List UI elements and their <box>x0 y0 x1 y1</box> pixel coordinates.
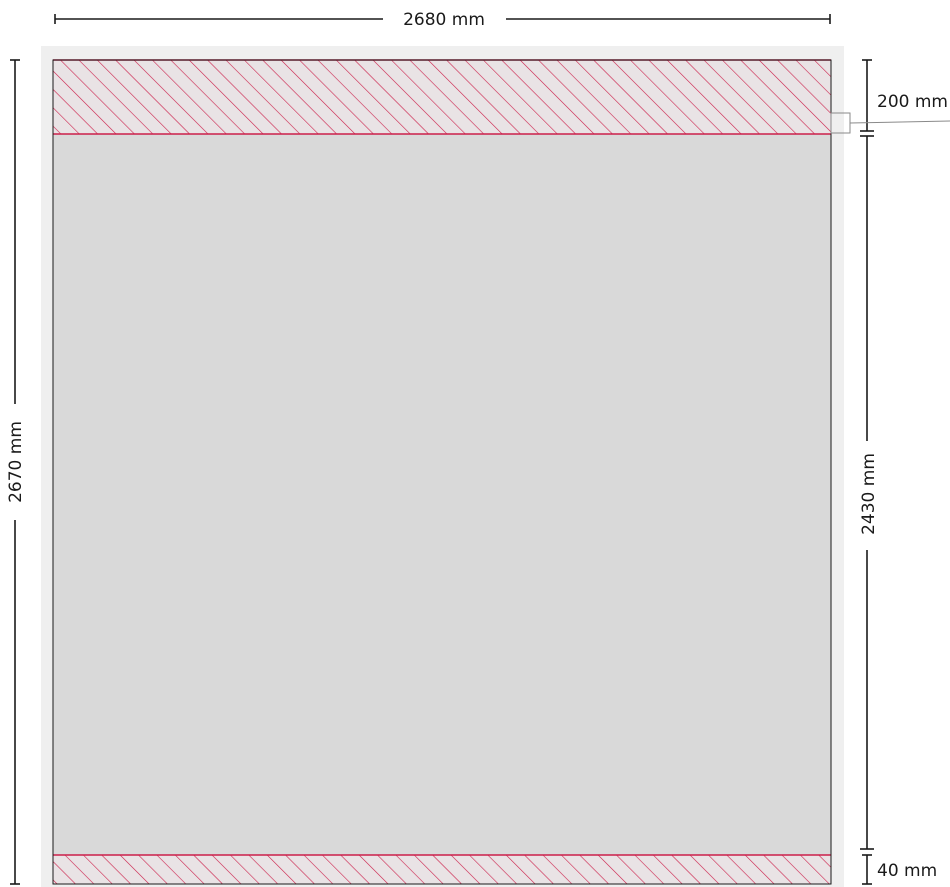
width-dimension: 2680 mm <box>54 10 831 30</box>
top-band-dimension: 200 mm <box>830 59 950 134</box>
height-dimension: 2670 mm <box>6 59 26 885</box>
main-panel <box>52 59 832 885</box>
bottom-band-label: 40 mm <box>877 861 937 881</box>
bottom-hatched-band <box>53 855 831 884</box>
top-hatched-band <box>53 60 831 134</box>
width-label: 2680 mm <box>403 10 485 30</box>
main-panel-label: 2430 mm <box>859 453 879 535</box>
bottom-band-dimension: 40 mm <box>862 854 937 885</box>
top-band-label: 200 mm <box>877 92 948 112</box>
panel-outline <box>52 59 832 885</box>
main-panel-dimension: 2430 mm <box>859 135 879 850</box>
height-label: 2670 mm <box>6 421 26 503</box>
